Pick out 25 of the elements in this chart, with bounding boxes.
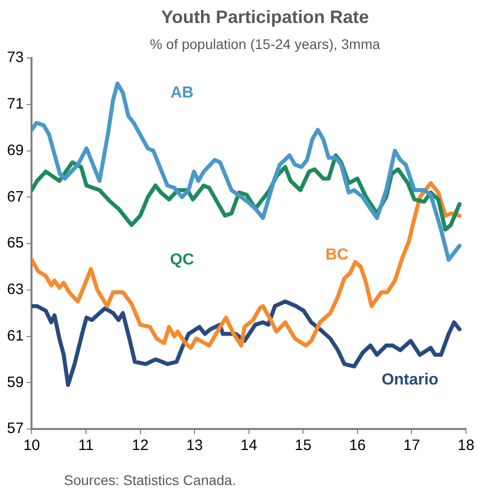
chart-title: Youth Participation Rate	[161, 6, 369, 27]
x-tick-label: 15	[294, 437, 312, 454]
source-note: Sources: Statistics Canada.	[64, 472, 236, 488]
series-label: Ontario	[382, 371, 439, 388]
y-tick-label: 73	[6, 49, 24, 66]
x-tick-label: 16	[349, 437, 366, 454]
x-tick-label: 12	[132, 437, 149, 454]
y-tick-label: 65	[6, 234, 24, 252]
x-tick-label: 13	[186, 437, 203, 454]
y-tick-label: 57	[6, 420, 24, 438]
y-tick-label: 63	[6, 281, 24, 298]
y-tick-label: 71	[6, 96, 24, 113]
chart-subtitle: % of population (15-24 years), 3mma	[150, 36, 380, 52]
y-tick-label: 69	[6, 142, 24, 159]
x-tick-label: 14	[240, 437, 258, 454]
y-tick-label: 59	[6, 374, 24, 391]
x-tick-label: 17	[403, 437, 420, 454]
series-label: BC	[325, 246, 349, 264]
x-tick-label: 11	[78, 437, 94, 454]
y-tick-label: 67	[6, 188, 24, 206]
text: QC	[170, 251, 194, 268]
x-tick-label: 18	[458, 437, 474, 454]
y-tick-label: 61	[6, 327, 24, 344]
text: AB	[170, 84, 194, 102]
x-tick-label: 10	[23, 437, 40, 454]
